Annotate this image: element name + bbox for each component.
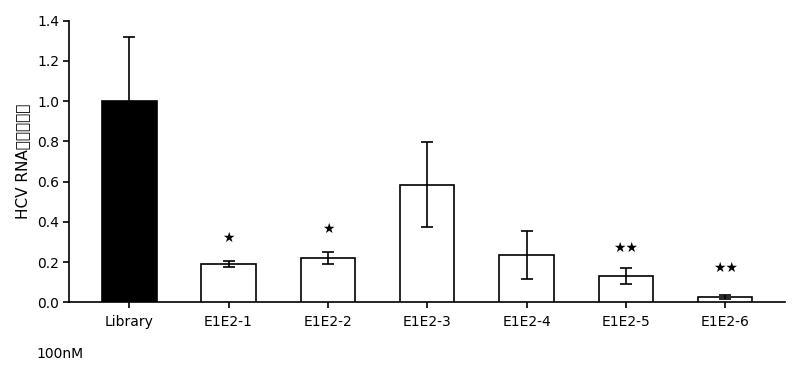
Bar (301, 258, 355, 302)
Text: 100nM: 100nM (36, 347, 83, 361)
Bar (598, 276, 653, 302)
Bar (400, 185, 454, 302)
Bar (499, 255, 554, 302)
Y-axis label: HCV RNA的相对水平: HCV RNA的相对水平 (15, 104, 30, 219)
Text: ★★: ★★ (713, 261, 738, 275)
Text: ★: ★ (222, 231, 234, 245)
Bar (102, 101, 157, 302)
Text: ★★: ★★ (614, 241, 638, 255)
Bar (202, 264, 256, 302)
Text: ★: ★ (322, 222, 334, 236)
Bar (698, 297, 753, 302)
